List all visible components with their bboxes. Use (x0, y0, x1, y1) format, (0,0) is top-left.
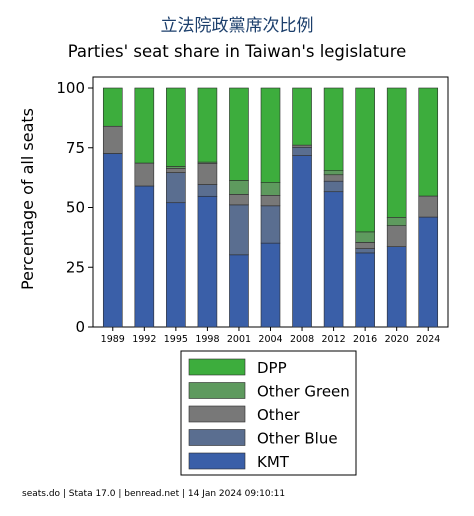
bar-segment-other (166, 168, 186, 173)
chart-title-zh: 立法院政黨席次比例 (161, 16, 314, 36)
bar-segment-kmt (386, 246, 407, 328)
bar-segment-other (292, 144, 312, 148)
plot-area: 0 25 50 75 100 1989 1992 1995 1998 2001 2004 2008 20… (56, 76, 449, 345)
bar-segment-other-blue (166, 172, 186, 204)
bar-segment-dpp (355, 87, 375, 233)
y-axis-label: Percentage of all seats (18, 108, 37, 290)
bar-segment-kmt (323, 191, 344, 328)
bar-segment-other (418, 195, 439, 218)
bar-segment-other (229, 194, 249, 206)
x-tick-label: 1995 (164, 334, 188, 345)
bar-segment-kmt (102, 153, 123, 328)
bar-segment-dpp (292, 87, 312, 146)
x-tick-label: 2001 (227, 334, 251, 345)
x-tick-label: 1998 (195, 334, 219, 345)
x-tick-label: 2012 (321, 334, 345, 345)
y-tick-label: 25 (66, 258, 85, 276)
bar-segment-other-green (386, 216, 407, 226)
bar-segment-other-blue (197, 184, 218, 197)
legend: DPP Other Green Other Other Blue KMT (180, 350, 357, 476)
x-tick-label: 1992 (132, 334, 156, 345)
legend-swatch-other-blue (188, 429, 246, 446)
bar-segment-other (386, 225, 407, 247)
bar-segment-kmt (229, 254, 249, 328)
bar-segment-dpp (386, 87, 407, 218)
bar-segment-kmt (260, 242, 281, 328)
bar-segment-other (260, 195, 281, 207)
bar-segment-other-green (260, 182, 281, 196)
bar-segment-dpp (323, 87, 344, 171)
y-tick-label: 0 (75, 318, 85, 336)
x-tick-label: 2020 (385, 334, 409, 345)
legend-swatch-other-green (188, 382, 246, 399)
bar-segment-other-green (355, 231, 375, 243)
bar-segment-other (197, 162, 218, 185)
bar-segment-other-blue (323, 180, 344, 193)
y-tick-label: 50 (66, 199, 85, 217)
bar-segment-other (134, 162, 155, 187)
bar-segment-other (355, 242, 375, 249)
bar-segment-kmt (292, 155, 312, 328)
bar-segment-dpp (418, 87, 439, 197)
bar-segment-other-blue (260, 205, 281, 244)
bar-segment-kmt (418, 216, 439, 328)
legend-swatch-other (188, 405, 246, 423)
bar-segment-kmt (166, 202, 186, 328)
chart-title: Parties' seat share in Taiwan's legislat… (68, 42, 407, 61)
bar-segment-kmt (134, 185, 155, 328)
bar-segment-other-blue (229, 204, 249, 256)
x-tick-label: 1989 (101, 334, 125, 345)
x-tick-label: 2008 (290, 334, 314, 345)
bar-segment-dpp (102, 87, 123, 127)
bar-segment-other-green (229, 180, 249, 195)
bar-segment-dpp (134, 87, 155, 164)
bar-segment-dpp (166, 87, 186, 167)
bar-segment-other-blue (292, 146, 312, 156)
bar-segment-other-blue (355, 248, 375, 254)
x-tick-label: 2016 (353, 334, 377, 345)
legend-label-other-blue: Other Blue (257, 430, 338, 448)
x-tick-label: 2024 (416, 334, 440, 345)
legend-label-kmt: KMT (257, 453, 290, 471)
legend-swatch-kmt (188, 452, 246, 470)
y-tick-label: 75 (66, 139, 85, 157)
x-tick-label: 2004 (258, 334, 282, 345)
y-tick-label: 100 (56, 79, 85, 97)
legend-label-other-green: Other Green (257, 383, 350, 401)
bar-segment-dpp (260, 87, 281, 183)
bar-segment-kmt (355, 252, 375, 328)
bar-segment-other-green (323, 170, 344, 176)
legend-swatch-dpp (188, 358, 246, 376)
bar-segment-dpp (229, 87, 249, 181)
legend-label-dpp: DPP (257, 359, 287, 377)
bar-segment-kmt (197, 195, 218, 328)
bar-segment-dpp (197, 87, 218, 163)
footer-note: seats.do | Stata 17.0 | benread.net | 14… (22, 489, 285, 499)
bar-segment-other (102, 125, 123, 154)
bar-segment-other (323, 174, 344, 182)
legend-label-other: Other (257, 406, 300, 424)
